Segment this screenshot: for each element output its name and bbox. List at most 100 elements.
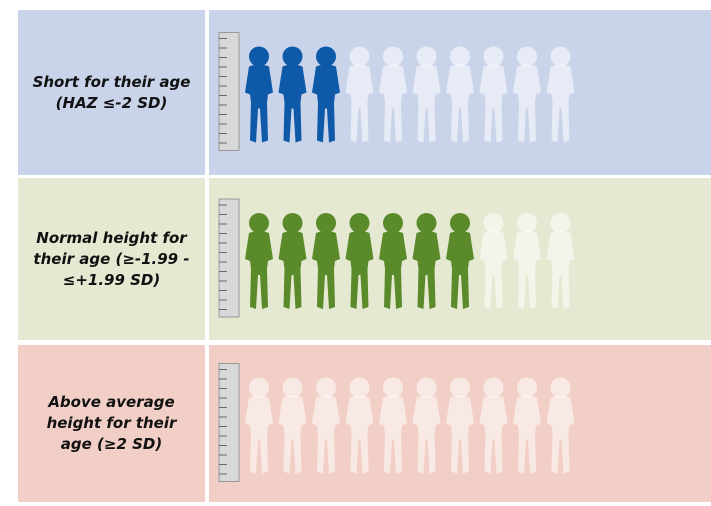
head bbox=[450, 213, 470, 233]
child-empty bbox=[513, 377, 541, 474]
child-filled bbox=[245, 213, 273, 309]
head bbox=[517, 213, 537, 233]
ruler bbox=[218, 198, 240, 318]
body bbox=[412, 231, 441, 309]
body bbox=[479, 64, 508, 143]
head bbox=[416, 46, 437, 67]
head bbox=[550, 213, 571, 233]
row-label: Above average height for their age (≥2 S… bbox=[18, 345, 205, 502]
body bbox=[312, 231, 340, 309]
body bbox=[513, 64, 541, 143]
figure-area bbox=[209, 10, 711, 175]
body bbox=[446, 64, 474, 143]
body bbox=[479, 395, 508, 474]
body bbox=[546, 395, 575, 474]
head bbox=[349, 377, 370, 398]
body bbox=[446, 231, 474, 309]
child-filled bbox=[379, 213, 407, 309]
body bbox=[245, 395, 273, 474]
head bbox=[282, 377, 303, 398]
child-empty bbox=[479, 46, 508, 143]
body bbox=[312, 395, 340, 474]
row: Short for their age (HAZ ≤-2 SD) bbox=[18, 10, 711, 175]
child-empty bbox=[379, 377, 407, 474]
child-empty bbox=[345, 377, 374, 474]
figures bbox=[218, 32, 575, 151]
head bbox=[550, 46, 571, 67]
head bbox=[450, 377, 470, 398]
child-empty bbox=[412, 377, 441, 474]
row: Normal height for their age (≥-1.99 - ≤+… bbox=[18, 178, 711, 340]
figures bbox=[218, 198, 575, 318]
body bbox=[513, 395, 541, 474]
child-empty bbox=[245, 377, 273, 474]
child-empty bbox=[546, 213, 575, 309]
body bbox=[345, 231, 374, 309]
child-empty bbox=[546, 46, 575, 143]
ruler bbox=[218, 32, 240, 151]
body bbox=[479, 231, 508, 309]
child-filled bbox=[345, 213, 374, 309]
head bbox=[483, 213, 504, 233]
child-empty bbox=[278, 377, 307, 474]
child-empty bbox=[446, 377, 474, 474]
child-empty bbox=[479, 377, 508, 474]
head bbox=[249, 213, 269, 233]
child-filled bbox=[312, 46, 340, 143]
body bbox=[379, 64, 407, 143]
figure-area bbox=[209, 345, 711, 502]
head bbox=[349, 46, 370, 67]
body bbox=[345, 395, 374, 474]
body bbox=[446, 395, 474, 474]
child-empty bbox=[446, 46, 474, 143]
body bbox=[278, 395, 307, 474]
row: Above average height for their age (≥2 S… bbox=[18, 345, 711, 502]
child-filled bbox=[278, 46, 307, 143]
head bbox=[249, 46, 269, 67]
head bbox=[316, 377, 336, 398]
child-empty bbox=[479, 213, 508, 309]
head bbox=[483, 377, 504, 398]
child-filled bbox=[412, 213, 441, 309]
child-empty bbox=[513, 213, 541, 309]
child-filled bbox=[446, 213, 474, 309]
body bbox=[379, 231, 407, 309]
body bbox=[278, 64, 307, 143]
body bbox=[412, 395, 441, 474]
head bbox=[483, 46, 504, 67]
child-empty bbox=[312, 377, 340, 474]
child-empty bbox=[345, 46, 374, 143]
head bbox=[416, 377, 437, 398]
head bbox=[383, 377, 403, 398]
figures bbox=[218, 363, 575, 482]
head bbox=[282, 213, 303, 233]
body bbox=[245, 231, 273, 309]
child-empty bbox=[546, 377, 575, 474]
body bbox=[546, 231, 575, 309]
head bbox=[450, 46, 470, 67]
head bbox=[383, 213, 403, 233]
head bbox=[282, 46, 303, 67]
body bbox=[412, 64, 441, 143]
body bbox=[245, 64, 273, 143]
body bbox=[379, 395, 407, 474]
body bbox=[345, 64, 374, 143]
child-filled bbox=[312, 213, 340, 309]
body bbox=[513, 231, 541, 309]
figure-area bbox=[209, 178, 711, 340]
head bbox=[349, 213, 370, 233]
row-label: Short for their age (HAZ ≤-2 SD) bbox=[18, 10, 205, 175]
child-empty bbox=[412, 46, 441, 143]
head bbox=[517, 46, 537, 67]
body bbox=[312, 64, 340, 143]
child-filled bbox=[245, 46, 273, 143]
head bbox=[316, 213, 336, 233]
head bbox=[416, 213, 437, 233]
head bbox=[316, 46, 336, 67]
ruler bbox=[218, 363, 240, 482]
head bbox=[517, 377, 537, 398]
child-filled bbox=[278, 213, 307, 309]
body bbox=[278, 231, 307, 309]
head bbox=[249, 377, 269, 398]
